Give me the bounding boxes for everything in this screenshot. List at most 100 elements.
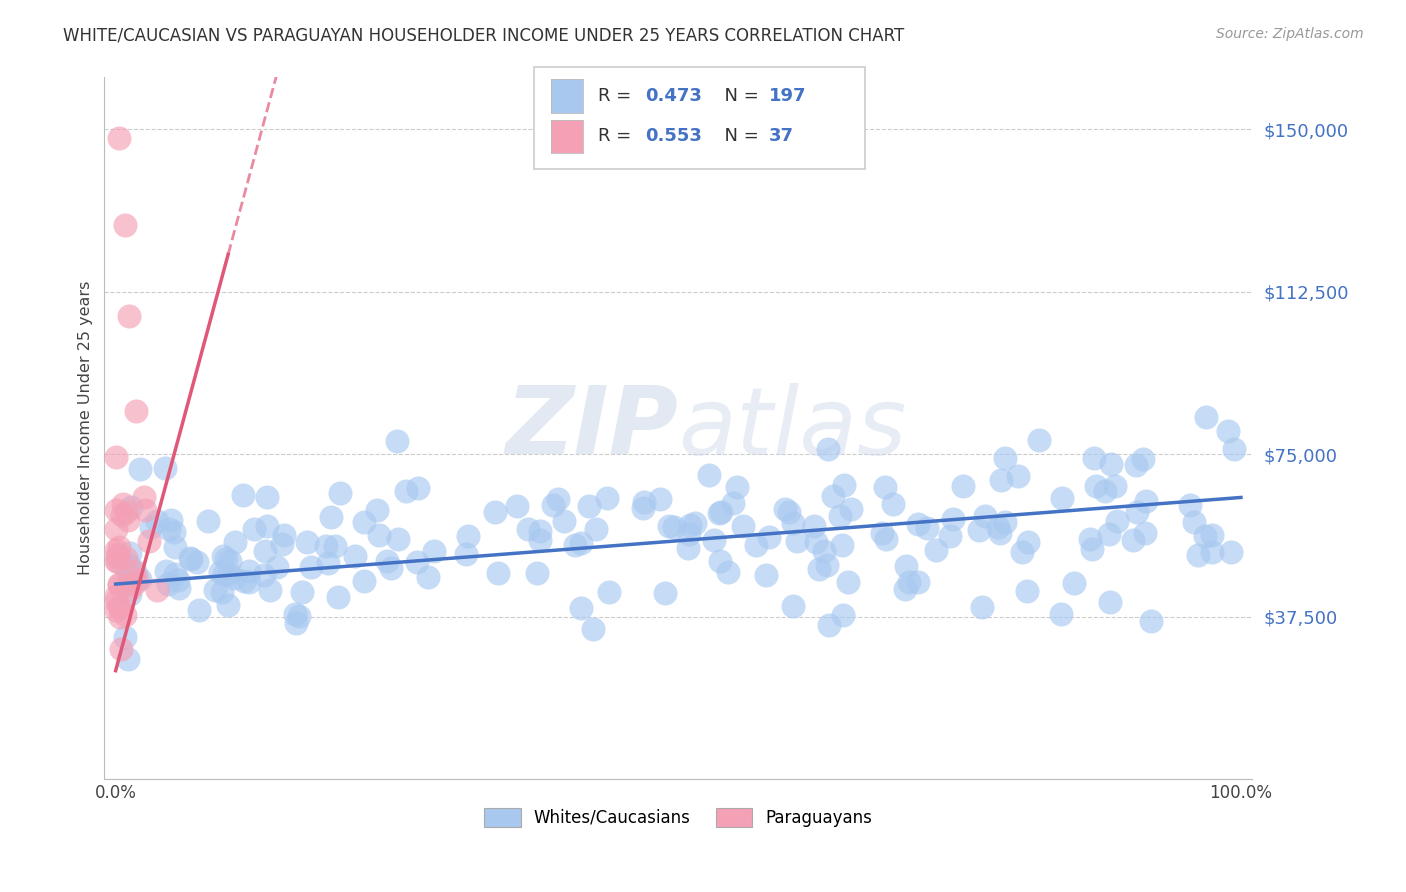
Point — [806, 535, 828, 549]
Point — [678, 526, 700, 541]
Point — [815, 558, 838, 572]
Point — [162, 525, 184, 540]
Point — [353, 574, 375, 588]
Point — [1050, 607, 1073, 622]
Point — [654, 586, 676, 600]
Point — [1099, 458, 1122, 472]
Point — [295, 535, 318, 549]
Point — [664, 520, 686, 534]
Point — [179, 550, 201, 565]
Point — [110, 642, 132, 657]
Text: R =: R = — [598, 87, 637, 105]
Point — [1094, 484, 1116, 499]
Point — [994, 515, 1017, 529]
Point — [456, 547, 478, 561]
Point — [110, 556, 132, 570]
Point — [188, 602, 211, 616]
Point — [111, 508, 134, 522]
Point — [215, 552, 238, 566]
Point — [406, 482, 429, 496]
Point — [328, 590, 350, 604]
Point — [211, 584, 233, 599]
Text: Source: ZipAtlas.com: Source: ZipAtlas.com — [1216, 27, 1364, 41]
Point — [423, 543, 446, 558]
Point — [104, 593, 127, 607]
Point — [529, 524, 551, 538]
Point — [1080, 542, 1102, 557]
Point — [758, 530, 780, 544]
Point — [121, 571, 143, 585]
Point — [571, 535, 593, 549]
Point — [163, 566, 186, 581]
Text: 197: 197 — [769, 87, 807, 105]
Point — [1083, 450, 1105, 465]
Point — [105, 450, 128, 464]
Point — [233, 574, 256, 588]
Point — [598, 585, 620, 599]
Point — [1216, 425, 1239, 439]
Point — [1125, 458, 1147, 472]
Point — [256, 519, 278, 533]
Point — [212, 567, 235, 582]
Point — [831, 538, 853, 552]
Point — [1104, 479, 1126, 493]
Point — [841, 502, 863, 516]
Point — [125, 404, 148, 418]
Point — [990, 474, 1012, 488]
Point — [952, 478, 974, 492]
Point — [721, 496, 744, 510]
Point — [925, 543, 948, 558]
Point — [253, 567, 276, 582]
Point — [972, 599, 994, 614]
Point — [117, 566, 139, 581]
Point — [1135, 526, 1157, 541]
Point — [323, 539, 346, 553]
Point — [1194, 528, 1216, 542]
Point — [818, 618, 841, 632]
Text: N =: N = — [713, 87, 765, 105]
Point — [254, 543, 277, 558]
Point — [994, 451, 1017, 466]
Point — [1028, 433, 1050, 447]
Point — [633, 494, 655, 508]
Point — [134, 502, 156, 516]
Point — [582, 623, 605, 637]
Point — [817, 442, 839, 457]
Text: R =: R = — [598, 128, 637, 145]
Point — [631, 501, 654, 516]
Point — [238, 575, 260, 590]
Point — [118, 558, 141, 573]
Point — [105, 543, 128, 558]
Point — [380, 560, 402, 574]
Text: 37: 37 — [769, 128, 794, 145]
Point — [243, 522, 266, 536]
Point — [564, 538, 586, 552]
Point — [128, 572, 150, 586]
Point — [218, 567, 240, 582]
Point — [486, 566, 509, 580]
Point — [1098, 527, 1121, 541]
Point — [1182, 516, 1205, 530]
Point — [1223, 442, 1246, 457]
Point — [122, 564, 145, 578]
Point — [974, 508, 997, 523]
Point — [288, 609, 311, 624]
Point — [115, 505, 138, 519]
Point — [232, 488, 254, 502]
Point — [167, 581, 190, 595]
Point — [782, 516, 804, 530]
Point — [128, 462, 150, 476]
Point — [1126, 505, 1149, 519]
Point — [942, 512, 965, 526]
Point — [115, 578, 138, 592]
Point — [1007, 468, 1029, 483]
Point — [117, 652, 139, 666]
Point — [786, 534, 808, 549]
Point — [105, 554, 128, 568]
Point — [505, 499, 527, 513]
Point — [416, 570, 439, 584]
Point — [1107, 514, 1129, 528]
Point — [697, 467, 720, 482]
Text: 0.473: 0.473 — [645, 87, 702, 105]
Point — [271, 537, 294, 551]
